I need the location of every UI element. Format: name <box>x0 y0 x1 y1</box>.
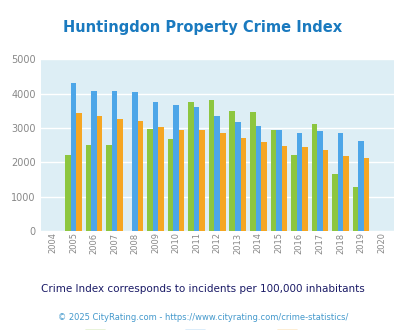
Bar <box>316 131 322 231</box>
Bar <box>132 92 138 231</box>
Bar <box>363 158 369 231</box>
Bar <box>234 122 240 231</box>
Bar <box>214 116 220 231</box>
Bar <box>260 143 266 231</box>
Text: © 2025 CityRating.com - https://www.cityrating.com/crime-statistics/: © 2025 CityRating.com - https://www.city… <box>58 313 347 322</box>
Bar <box>209 100 214 231</box>
Bar <box>76 113 81 231</box>
Bar <box>311 123 316 231</box>
Bar <box>301 147 307 231</box>
Bar <box>106 145 111 231</box>
Bar <box>167 139 173 231</box>
Bar <box>199 130 205 231</box>
Bar <box>158 127 164 231</box>
Bar <box>70 83 76 231</box>
Bar <box>111 91 117 231</box>
Bar <box>240 138 245 231</box>
Bar <box>229 111 234 231</box>
Bar <box>220 133 225 231</box>
Bar <box>117 119 123 231</box>
Bar <box>147 129 152 231</box>
Bar <box>91 91 96 231</box>
Bar <box>296 133 301 231</box>
Bar <box>96 116 102 231</box>
Bar <box>249 112 255 231</box>
Bar <box>179 130 184 231</box>
Bar <box>275 130 281 231</box>
Bar <box>352 187 357 231</box>
Bar <box>331 174 337 231</box>
Bar <box>152 102 158 231</box>
Bar <box>65 155 70 231</box>
Bar <box>173 105 179 231</box>
Text: Crime Index corresponds to incidents per 100,000 inhabitants: Crime Index corresponds to incidents per… <box>41 284 364 294</box>
Bar <box>290 155 296 231</box>
Bar <box>194 108 199 231</box>
Bar <box>270 130 275 231</box>
Bar <box>138 121 143 231</box>
Text: Huntingdon Property Crime Index: Huntingdon Property Crime Index <box>63 20 342 35</box>
Legend: Huntingdon, Tennessee, National: Huntingdon, Tennessee, National <box>80 326 353 330</box>
Bar <box>255 126 260 231</box>
Bar <box>337 133 342 231</box>
Bar <box>342 156 348 231</box>
Bar <box>322 150 327 231</box>
Bar <box>188 102 194 231</box>
Bar <box>281 146 286 231</box>
Bar <box>85 145 91 231</box>
Bar <box>357 141 363 231</box>
